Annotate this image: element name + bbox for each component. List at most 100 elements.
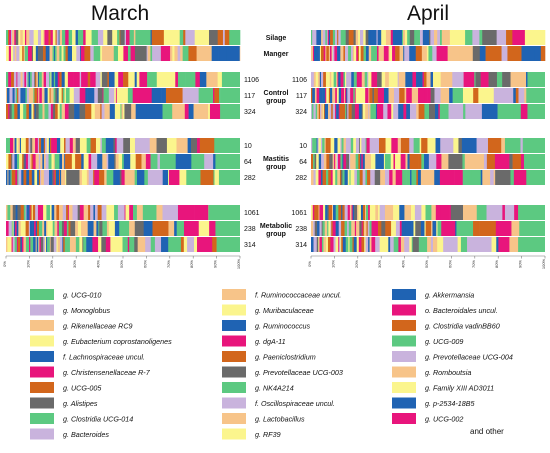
bar-april-row-2-1-segment [360,154,362,169]
bar-april-row-3-2-segment [422,237,428,252]
bar-april-row-0-1-segment [521,46,535,61]
bar-march-row-1-0-segment [53,72,56,87]
bar-april-row-2-0-segment [501,138,506,153]
bar-april-row-0-0-segment [402,30,404,45]
bar-april-row-3-0-segment [368,205,371,220]
bar-march-row-0-1-segment [10,46,14,61]
bar-march-row-3-1-segment [174,221,177,236]
bar-april-row-3-0-segment [352,205,355,220]
bar-march-row-2-2-segment [79,170,83,185]
bar-april-row-3-2-segment [335,237,339,252]
bar-april-row-3-1-segment [401,221,406,236]
bar-march-row-0-1-segment [47,46,50,61]
bar-march-row-1-1-segment [132,88,140,103]
bar-april-row-1-0-segment [385,72,390,87]
bar-april-row-0-0-segment [392,30,396,45]
bar-april-row-2-2-segment [495,170,511,185]
bar-april-row-3-0-segment [404,205,412,220]
bar-april-row-2-2-segment [330,170,333,185]
bar-march-row-2-1-segment [138,154,142,169]
bar-march-row-1-0-segment [35,72,37,87]
bar-march-row-1-1-segment [62,88,65,103]
bar-march-row-0-0-segment [194,30,210,45]
bar-april-row-1-0-segment [463,72,475,87]
bar-march-row-3-0-segment [194,205,209,220]
bar-march-row-3-1-segment [29,221,33,236]
bar-april-row-1-1-segment [524,88,527,103]
bar-march-row-1-0-segment [37,72,40,87]
x-tick-label: 70% [471,260,476,268]
legend-label: g. Bacteroides [63,430,109,439]
bar-april-row-3-0-segment [449,205,452,220]
legend-swatch [222,304,246,316]
bar-april-row-0-0-segment [407,30,411,45]
bar-april-row-3-1-segment [322,221,325,236]
bar-march-row-2-0-segment [123,138,131,153]
bar-april-row-3-1-segment [479,221,497,236]
bar-march-row-0-1-segment [14,46,17,61]
bar-april-row-3-0-segment [463,205,478,220]
bar-march-row-0-0-segment [107,30,111,45]
bar-march-row-1-2-segment [100,104,102,119]
bar-march-row-0-0-segment [43,30,45,45]
bar-april-row-0-0-segment [330,30,332,45]
bar-march-row-3-2-segment [46,237,48,252]
bar-april-row-2-2-segment [337,170,341,185]
bar-april-row-2-2-segment [439,170,455,185]
bar-march-row-2-2-segment [46,170,49,185]
legend-label: g. Clostridia UCG-014 [63,415,133,424]
bar-april-row-3-2-segment [509,237,519,252]
bar-march-row-1-2-segment [9,104,12,119]
legend-label: g. p-2534-18B5 [425,399,476,408]
bar-april-row-2-1-segment [329,154,331,169]
bar-march-row-1-1-segment [182,88,199,103]
bar-march-row-2-2-segment [94,170,100,185]
bar-april-row-0-0-segment [529,30,545,45]
bar-april-row-2-1-segment [436,154,442,169]
legend-label: g. Clostridia vadinBB60 [425,322,500,331]
bar-march-row-1-1-segment [37,88,39,103]
bar-april-row-2-1-segment [433,154,437,169]
bar-march-row-2-0-segment [64,138,66,153]
bar-march-row-0-1-segment [23,46,26,61]
bar-april-row-0-0-segment [321,30,324,45]
bar-march-row-2-1-segment [145,154,151,169]
x-tick-label: 60% [142,260,147,268]
bar-april-row-3-1-segment [432,221,437,236]
bar-march-row-3-2-segment [11,237,14,252]
bar-april-row-1-1-segment [345,88,347,103]
bar-march-row-1-2-segment [188,104,194,119]
bar-april-row-3-2-segment [340,237,342,252]
bar-march-row-1-2-segment [26,104,30,119]
bar-march-row-1-0-segment [41,72,44,87]
bar-april-row-3-0-segment [440,205,450,220]
bar-march-row-2-2-segment [113,170,121,185]
legend-label: g. Alistipes [63,399,98,408]
bar-april-row-3-2-segment [518,237,545,252]
bar-march-row-3-2-segment [33,237,36,252]
bar-march-row-3-2-segment [98,237,102,252]
bar-march-row-3-0-segment [30,205,33,220]
bar-april-row-3-2-segment [498,237,510,252]
sample-id-march: 238 [244,226,256,233]
bar-march-row-3-2-segment [130,237,135,252]
bar-april-row-1-2-segment [448,104,464,119]
bar-march-row-2-0-segment [42,138,45,153]
bar-april-row-0-0-segment [449,30,466,45]
bar-april-row-2-1-segment [343,154,347,169]
bar-april-row-2-0-segment [355,138,360,153]
bar-march-row-3-1-segment [108,221,116,236]
bar-april-row-2-1-segment [479,154,485,169]
bar-april-row-1-0-segment [416,72,423,87]
bar-march-row-3-1-segment [198,221,210,236]
bar-april-row-3-1-segment [313,221,315,236]
bar-march-row-2-0-segment [46,138,50,153]
bar-march-row-2-0-segment [75,138,81,153]
bar-april-row-3-0-segment [338,205,341,220]
bar-april-row-3-1-segment [369,221,372,236]
x-tick-label: 50% [424,260,429,268]
bar-april-row-0-0-segment [482,30,497,45]
bar-march-row-3-2-segment [25,237,30,252]
bar-march-row-1-0-segment [177,72,186,87]
bar-april-row-2-1-segment [424,154,430,169]
